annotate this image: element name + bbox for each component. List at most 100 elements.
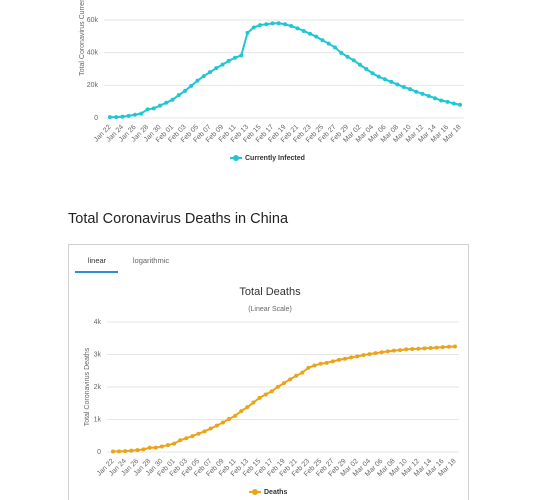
data-point bbox=[320, 38, 325, 43]
data-point bbox=[300, 370, 305, 375]
data-point bbox=[153, 445, 158, 450]
data-point bbox=[258, 23, 262, 28]
chart-panel bbox=[68, 244, 469, 500]
data-point bbox=[227, 416, 232, 421]
data-point bbox=[349, 355, 354, 360]
data-point bbox=[126, 113, 131, 118]
data-point bbox=[233, 55, 237, 60]
data-point bbox=[178, 438, 183, 443]
data-point bbox=[306, 365, 311, 370]
data-point bbox=[133, 112, 137, 117]
data-point bbox=[139, 111, 144, 116]
data-point bbox=[289, 24, 294, 29]
y-tick-label: 40k bbox=[87, 50, 99, 57]
data-point bbox=[283, 22, 287, 27]
data-point bbox=[190, 434, 195, 439]
tab-logarithmic[interactable]: logarithmic bbox=[133, 256, 170, 265]
y-tick-label: 0 bbox=[94, 115, 98, 122]
data-point bbox=[345, 54, 350, 59]
data-point bbox=[446, 344, 451, 349]
data-point bbox=[135, 448, 140, 453]
legend-marker bbox=[252, 489, 258, 495]
y-tick-label: 20k bbox=[87, 82, 99, 89]
data-point bbox=[184, 436, 189, 441]
tab-linear[interactable]: linear bbox=[88, 256, 107, 265]
data-point bbox=[141, 447, 146, 452]
data-point bbox=[276, 21, 281, 26]
data-point bbox=[395, 82, 400, 87]
data-point bbox=[117, 449, 122, 454]
data-point bbox=[151, 106, 156, 111]
data-point bbox=[189, 83, 194, 88]
data-point bbox=[385, 349, 390, 354]
data-point bbox=[458, 102, 462, 107]
data-point bbox=[318, 361, 323, 366]
data-point bbox=[420, 91, 425, 96]
data-point bbox=[239, 53, 244, 58]
legend-label: Currently Infected bbox=[245, 155, 305, 162]
data-point bbox=[129, 448, 134, 453]
data-point bbox=[159, 444, 164, 449]
chart-title: Total Deaths bbox=[239, 286, 301, 298]
data-point bbox=[270, 21, 275, 26]
data-point bbox=[195, 78, 200, 83]
data-point bbox=[308, 31, 312, 36]
data-point bbox=[239, 409, 244, 414]
data-point bbox=[165, 443, 170, 448]
data-point bbox=[114, 115, 119, 120]
data-point bbox=[123, 449, 128, 454]
data-point bbox=[202, 429, 207, 434]
data-point bbox=[245, 30, 250, 35]
data-point bbox=[404, 347, 409, 352]
data-point bbox=[358, 62, 362, 67]
data-point bbox=[389, 79, 394, 84]
data-point bbox=[440, 345, 445, 350]
data-point bbox=[439, 98, 444, 103]
data-point bbox=[264, 22, 269, 27]
series-line bbox=[112, 345, 456, 453]
data-point bbox=[208, 70, 212, 75]
y-tick-label: 3k bbox=[94, 351, 102, 358]
data-point bbox=[245, 405, 250, 410]
data-point bbox=[120, 114, 125, 119]
data-point bbox=[208, 426, 213, 431]
series-line bbox=[109, 22, 461, 119]
legend-marker bbox=[233, 155, 239, 161]
data-point bbox=[398, 348, 403, 353]
data-point bbox=[383, 77, 387, 82]
y-axis-label: Total Coronavirus Currently Infected bbox=[79, 0, 86, 76]
data-point bbox=[251, 25, 256, 30]
data-point bbox=[312, 363, 317, 368]
data-point bbox=[269, 389, 274, 394]
data-point bbox=[351, 58, 356, 63]
data-point bbox=[410, 347, 415, 352]
data-point bbox=[251, 400, 256, 405]
section-heading: Total Coronavirus Deaths in China bbox=[68, 211, 289, 227]
data-point bbox=[330, 359, 335, 364]
data-point bbox=[391, 348, 396, 353]
data-point bbox=[416, 346, 421, 351]
data-point bbox=[170, 97, 175, 102]
data-point bbox=[355, 354, 360, 359]
data-point bbox=[201, 74, 206, 79]
data-point bbox=[164, 100, 169, 105]
data-point bbox=[233, 413, 238, 418]
data-point bbox=[445, 99, 450, 104]
data-point bbox=[364, 67, 369, 71]
data-point bbox=[379, 350, 384, 355]
y-tick-label: 4k bbox=[94, 319, 102, 326]
data-point bbox=[343, 356, 348, 361]
data-point bbox=[172, 441, 177, 446]
data-point bbox=[275, 384, 280, 389]
data-point bbox=[376, 74, 381, 79]
y-axis-label: Total Coronavirus Deaths bbox=[84, 347, 91, 426]
data-point bbox=[158, 103, 162, 108]
y-tick-label: 1k bbox=[94, 416, 102, 423]
data-point bbox=[433, 96, 437, 101]
chart-subtitle: (Linear Scale) bbox=[248, 306, 292, 313]
y-tick-label: 0 bbox=[97, 449, 101, 456]
data-point bbox=[408, 87, 412, 92]
data-point bbox=[326, 41, 331, 46]
data-point bbox=[294, 373, 299, 378]
